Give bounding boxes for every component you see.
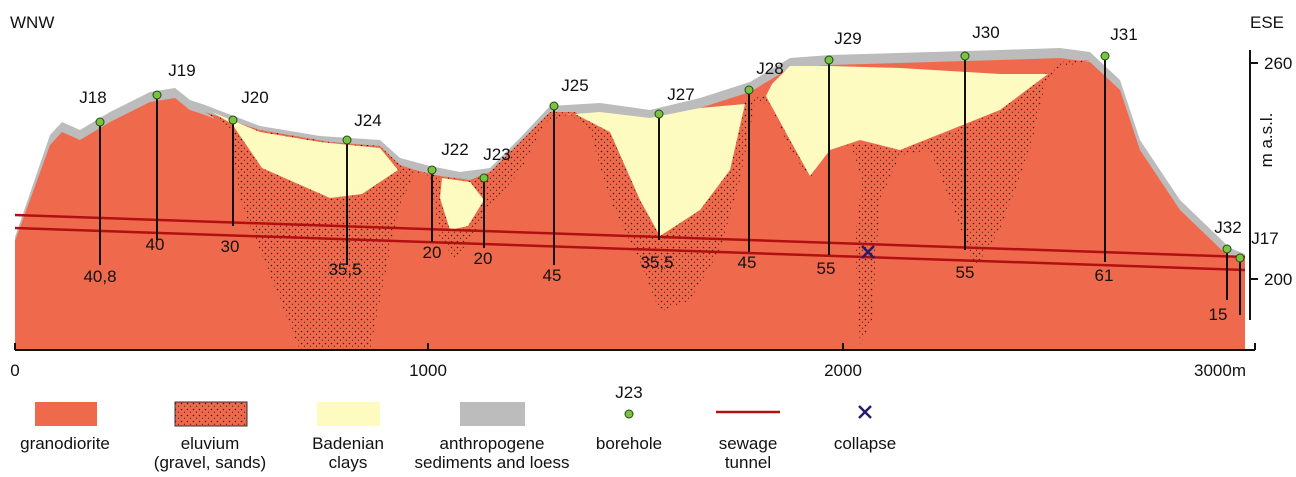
borehole-marker [1236, 254, 1244, 262]
borehole-depth: 55 [817, 259, 836, 278]
direction-left: WNW [10, 13, 54, 32]
y-tick-label: 200 [1264, 270, 1292, 289]
borehole-marker [655, 110, 663, 118]
borehole-marker [1223, 245, 1231, 253]
y-tick-label: 260 [1264, 54, 1292, 73]
borehole-name: J20 [241, 88, 268, 107]
borehole-name: J31 [1110, 25, 1137, 44]
borehole-name: J25 [561, 76, 588, 95]
borehole-depth: 15 [1209, 305, 1228, 324]
borehole-marker [1101, 52, 1109, 60]
borehole-depth: 45 [738, 253, 757, 272]
legend-label: granodiorite [20, 434, 110, 453]
borehole-name: J18 [79, 88, 106, 107]
borehole-marker [96, 118, 104, 126]
legend-label: (gravel, sands) [154, 453, 266, 472]
borehole-name: J24 [354, 111, 381, 130]
x-tick-label: 2000 [824, 361, 862, 380]
legend-label: borehole [596, 434, 662, 453]
legend-label: sewage [719, 434, 778, 453]
x-tick-label: 3000m [1194, 361, 1246, 380]
borehole-name: J28 [756, 59, 783, 78]
borehole-name: J29 [834, 29, 861, 48]
borehole-name: J30 [972, 23, 999, 42]
legend-label: Badenian [312, 434, 384, 453]
borehole-depth: 45 [543, 266, 562, 285]
legend-label: anthropogene [440, 434, 545, 453]
borehole-depth: 40,8 [83, 267, 116, 286]
borehole-marker [153, 91, 161, 99]
borehole-depth: 55 [956, 263, 975, 282]
borehole-marker [550, 102, 558, 110]
borehole-depth: 61 [1095, 266, 1114, 285]
borehole-name: J17 [1251, 229, 1278, 248]
cross-section: WNW ESE J18 40,8 J19 40 J20 30 J24 35,5 J22 20 J23… [0, 0, 1296, 477]
legend-swatch [625, 410, 633, 418]
borehole-marker [961, 52, 969, 60]
legend-label: clays [329, 453, 368, 472]
borehole-depth: 35,5 [640, 253, 673, 272]
legend-label: sediments and loess [415, 453, 570, 472]
borehole-name: J27 [667, 85, 694, 104]
legend-swatch [175, 402, 247, 426]
legend-swatch [317, 402, 380, 426]
legend-sample: J23 [615, 383, 642, 402]
borehole-marker [229, 116, 237, 124]
legend-label: tunnel [725, 453, 771, 472]
borehole-name: J23 [483, 145, 510, 164]
x-tick-label: 1000 [409, 361, 447, 380]
legend-swatch [460, 402, 525, 426]
borehole-marker [343, 136, 351, 144]
x-tick-label: 0 [10, 361, 19, 380]
direction-right: ESE [1250, 13, 1284, 32]
borehole-depth: 35,5 [328, 260, 361, 279]
borehole-marker [825, 56, 833, 64]
borehole-marker [480, 174, 488, 182]
borehole-depth: 30 [221, 237, 240, 256]
legend-label: collapse [834, 434, 896, 453]
borehole-name: J32 [1214, 218, 1241, 237]
legend-swatch [35, 402, 97, 426]
borehole-marker [745, 86, 753, 94]
borehole-depth: 20 [474, 249, 493, 268]
borehole-marker [428, 166, 436, 174]
borehole-depth: 40 [146, 235, 165, 254]
y-axis-label: m a.s.l. [1257, 113, 1276, 168]
legend-label: eluvium [181, 434, 240, 453]
borehole-name: J19 [168, 61, 195, 80]
borehole-name: J22 [441, 140, 468, 159]
borehole-depth: 20 [423, 243, 442, 262]
